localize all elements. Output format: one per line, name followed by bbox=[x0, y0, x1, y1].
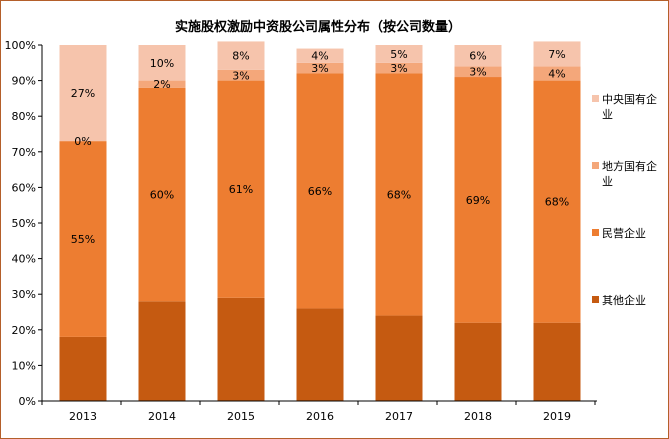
bar-segment bbox=[454, 322, 502, 401]
data-label: 2% bbox=[153, 78, 170, 91]
y-tick-label: 20% bbox=[12, 324, 36, 337]
x-tick-label: 2016 bbox=[306, 410, 334, 423]
bar-segment bbox=[217, 80, 265, 298]
legend-swatch bbox=[592, 162, 599, 169]
bar-segment bbox=[138, 87, 186, 302]
bar-segment bbox=[138, 45, 186, 81]
bar-segment bbox=[59, 141, 107, 337]
bar-segment bbox=[296, 48, 344, 63]
bar-segment bbox=[296, 62, 344, 74]
bar-segment bbox=[375, 315, 423, 401]
bar-segment bbox=[59, 336, 107, 401]
bar-segment bbox=[217, 69, 265, 81]
data-label: 7% bbox=[548, 48, 565, 61]
legend-swatch bbox=[592, 296, 599, 303]
data-label: 68% bbox=[387, 189, 411, 202]
y-tick-label: 50% bbox=[12, 217, 36, 230]
data-label: 3% bbox=[390, 62, 407, 75]
legend-label: 中央国有企业 bbox=[602, 92, 657, 121]
data-label: 3% bbox=[311, 62, 328, 75]
data-label: 10% bbox=[150, 57, 174, 70]
y-tick-label: 100% bbox=[5, 39, 36, 52]
data-label: 55% bbox=[71, 233, 95, 246]
y-axis: 0% 10% 20% 30% 40% 50% 60% 70% 80% 90% 100% bbox=[5, 39, 43, 408]
bar-labels: 55%0%27%60%2%10%61%3%8%66%3%4%68%3%5%69%… bbox=[71, 48, 569, 246]
data-label: 68% bbox=[545, 196, 569, 209]
data-label: 4% bbox=[548, 67, 565, 80]
data-label: 60% bbox=[150, 189, 174, 202]
y-tick-label: 40% bbox=[12, 253, 36, 266]
bar-segment bbox=[217, 41, 265, 70]
data-label: 4% bbox=[311, 50, 328, 63]
data-label: 69% bbox=[466, 194, 490, 207]
data-label: 3% bbox=[469, 66, 486, 79]
legend-swatch bbox=[592, 229, 599, 236]
bar-segment bbox=[533, 41, 581, 67]
legend-label: 其他企业 bbox=[602, 293, 646, 307]
y-tick-label: 10% bbox=[12, 359, 36, 372]
x-tick-label: 2015 bbox=[227, 410, 255, 423]
bar-segment bbox=[375, 62, 423, 74]
bar-segment bbox=[217, 297, 265, 401]
x-tick-label: 2018 bbox=[464, 410, 492, 423]
data-label: 66% bbox=[308, 185, 332, 198]
data-label: 5% bbox=[390, 48, 407, 61]
bar-segment bbox=[138, 80, 186, 88]
data-label: 27% bbox=[71, 87, 95, 100]
y-tick-label: 70% bbox=[12, 146, 36, 159]
bar-segment bbox=[454, 77, 502, 323]
bar-segment bbox=[296, 73, 344, 309]
y-tick-label: 60% bbox=[12, 181, 36, 194]
legend-swatch bbox=[592, 95, 599, 102]
bars bbox=[59, 41, 581, 401]
bar-segment bbox=[533, 80, 581, 323]
bar-segment bbox=[375, 45, 423, 63]
bar-segment bbox=[375, 73, 423, 316]
bar-segment bbox=[454, 66, 502, 78]
x-tick-label: 2019 bbox=[543, 410, 571, 423]
bar-segment bbox=[296, 308, 344, 401]
y-tick-label: 0% bbox=[19, 395, 36, 408]
y-tick-label: 80% bbox=[12, 110, 36, 123]
bar-segment bbox=[454, 45, 502, 67]
legend-label: 地方国有企业 bbox=[602, 159, 657, 188]
bar-segment bbox=[138, 301, 186, 401]
chart-title: 实施股权激励中资股公司属性分布（按公司数量） bbox=[175, 19, 461, 35]
data-label: 0% bbox=[74, 135, 91, 148]
x-tick-label: 2013 bbox=[69, 410, 97, 423]
data-label: 8% bbox=[232, 50, 249, 63]
x-tick-label: 2017 bbox=[385, 410, 413, 423]
bar-segment bbox=[533, 66, 581, 81]
data-label: 61% bbox=[229, 183, 253, 196]
legend-label: 民营企业 bbox=[602, 226, 646, 240]
y-tick-label: 30% bbox=[12, 288, 36, 301]
bar-segment bbox=[59, 45, 107, 142]
data-label: 3% bbox=[232, 69, 249, 82]
y-tick-label: 90% bbox=[12, 75, 36, 88]
x-axis: 2013 2014 2015 2016 2017 2018 2019 bbox=[41, 400, 597, 423]
x-tick-label: 2014 bbox=[148, 410, 176, 423]
bar-segment bbox=[533, 322, 581, 401]
data-label: 6% bbox=[469, 50, 486, 63]
